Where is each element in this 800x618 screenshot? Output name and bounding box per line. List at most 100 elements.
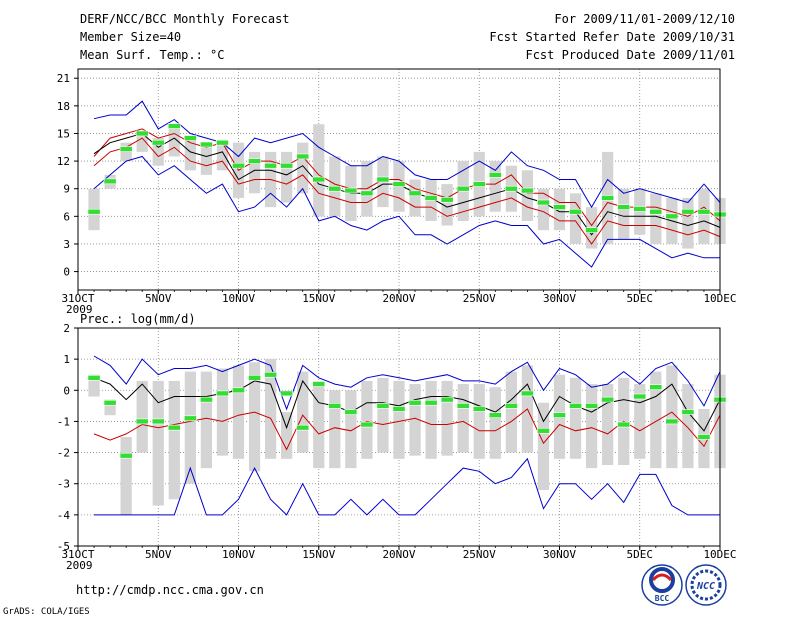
x-tick-sublabel: 2009 [66,303,93,316]
observed-marker [601,195,615,201]
observed-marker [87,375,101,381]
observed-marker [456,403,470,409]
spread-box [281,412,293,459]
observed-marker [456,185,470,192]
spread-box [216,142,229,171]
y-tick-label: -1 [57,415,70,428]
forecast-produced-date: Fcst Produced Date 2009/11/01 [525,48,735,62]
observed-marker [440,396,454,403]
series-line-min [94,457,720,516]
spread-box [457,384,469,453]
observed-marker [360,421,374,428]
x-tick-label: 20NOV [382,292,415,305]
x-tick-label: 5NOV [145,292,172,305]
observed-marker [200,396,213,403]
spread-box [345,390,357,469]
spread-box [537,188,550,231]
spread-box [585,384,598,469]
spread-box [489,387,501,459]
observed-marker [697,434,711,440]
spread-box [473,384,485,459]
observed-marker [601,396,615,403]
y-tick-label: -5 [57,540,70,553]
observed-marker [553,204,566,210]
x-tick-label: 15NOV [302,292,335,305]
observed-marker [569,208,582,215]
x-tick-label: 31OCT [61,548,94,561]
spread-box [569,377,582,459]
observed-marker [665,213,679,220]
observed-marker [424,195,438,201]
series-line-max [93,100,721,209]
observed-marker [424,399,438,406]
spread-box [232,365,245,459]
spread-box [505,371,517,453]
observed-marker [183,415,197,422]
observed-marker [697,208,711,215]
observed-marker [633,393,647,400]
plot-frame [77,68,721,291]
bcc-logo: BCC [641,564,683,606]
observed-marker [488,172,502,178]
spread-box [521,170,534,221]
observed-marker [216,390,229,397]
observed-marker [200,141,213,148]
spread-box [184,371,196,484]
spread-box [682,197,694,249]
observed-marker [408,399,422,406]
observed-marker [376,176,390,183]
spread-box [441,184,453,226]
plot-frame [77,327,721,547]
observed-marker [553,412,566,419]
observed-marker [312,381,326,387]
spread-box [152,138,164,166]
observed-marker [504,403,518,409]
observed-marker [360,190,374,197]
y-tick-label: 0 [63,266,70,279]
spread-box [537,402,550,490]
spread-box [569,193,582,244]
spread-box [264,359,277,459]
x-tick-label: 25NOV [463,548,496,561]
spread-box [329,390,341,469]
spread-box [393,380,405,459]
precip-variable-label: Prec.: log(mm/d) [80,312,196,326]
y-tick-label: 9 [63,183,70,196]
observed-marker [167,424,181,431]
observed-marker [264,162,277,169]
variable-label: Mean Surf. Temp.: °C [80,48,225,62]
spread-box [650,371,662,469]
observed-marker [248,158,261,164]
x-tick-label: 30NOV [543,548,576,561]
observed-marker [119,452,133,459]
observed-marker [328,403,342,409]
x-tick-label: 25NOV [463,292,496,305]
observed-marker [681,409,695,415]
x-tick-label: 5NOV [145,548,172,561]
y-tick-label: 18 [57,100,70,113]
observed-marker [617,204,631,210]
observed-marker [585,227,598,233]
x-tick-label: 10NOV [222,292,255,305]
observed-marker [376,403,390,409]
source-url[interactable]: http://cmdp.ncc.cma.gov.cn [76,583,264,597]
series-line-lower [93,408,721,451]
observed-marker [296,424,310,431]
observed-marker [665,418,679,425]
spread-box [313,124,325,217]
member-size-label: Member Size=40 [80,30,181,44]
spread-box [602,384,614,466]
spread-box [168,380,180,500]
observed-marker [649,384,663,390]
y-tick-label: 0 [63,384,70,397]
spread-box [200,371,213,469]
observed-marker [569,403,582,409]
spread-box [281,151,293,203]
spread-box [313,380,325,469]
spread-box [618,188,630,240]
x-tick-label: 15NOV [302,548,335,561]
x-tick-label: 10DEC [703,292,736,305]
observed-marker [280,162,294,169]
